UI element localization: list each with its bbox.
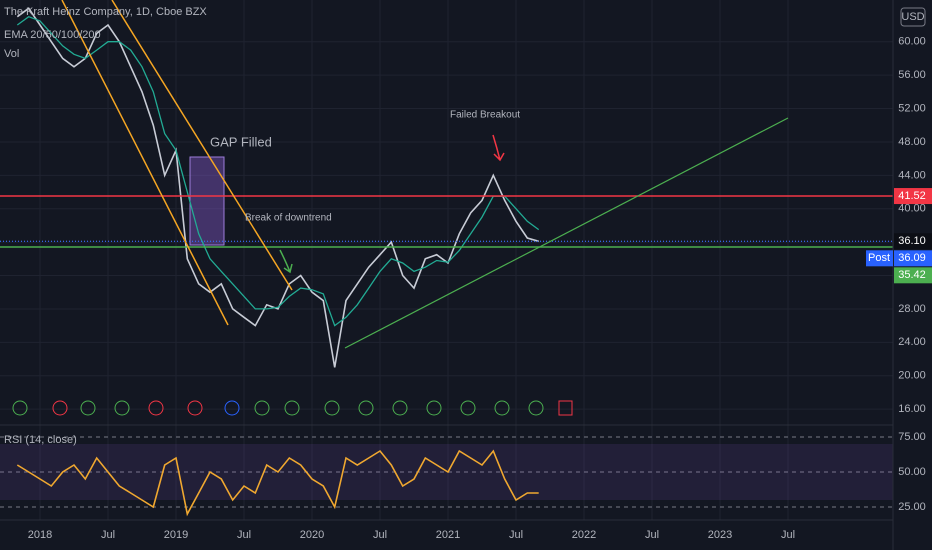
x-tick-label: 2021 <box>436 529 460 541</box>
event-icon <box>324 400 340 416</box>
y-tick-label: 56.00 <box>898 69 926 81</box>
event-icon <box>426 400 442 416</box>
price-label: 35.42 <box>898 269 926 281</box>
session-label: Post <box>868 252 890 264</box>
event-icon <box>528 400 544 416</box>
events <box>12 400 573 416</box>
arrow <box>492 134 505 162</box>
x-tick-label: Jul <box>781 529 795 541</box>
price-label-bg <box>894 233 932 250</box>
annotation: GAP Filled <box>210 134 272 149</box>
indicator-legend: EMA 20/50/100/200 <box>4 29 101 41</box>
event-icon <box>148 400 164 416</box>
y-tick-label: 24.00 <box>898 336 926 348</box>
rsi-legend: RSI (14, close) <box>4 434 77 446</box>
y-tick-label: 16.00 <box>898 403 926 415</box>
drawings <box>61 0 789 349</box>
grid <box>0 0 893 520</box>
y-tick-label: 28.00 <box>898 303 926 315</box>
y-tick-label: 50.00 <box>898 466 926 478</box>
event-icon <box>460 400 476 416</box>
price-label-bg <box>894 250 932 267</box>
volume-legend: Vol <box>4 48 19 60</box>
y-tick-label: 44.00 <box>898 169 926 181</box>
event-icon <box>392 400 408 416</box>
price-label-bg <box>894 267 932 284</box>
series-line <box>16 449 539 517</box>
x-tick-label: 2023 <box>708 529 732 541</box>
price-label: 41.52 <box>898 190 926 202</box>
symbol-title: The Kraft Heinz Company, 1D, Cboe BZX <box>4 6 207 18</box>
trend-line <box>344 117 789 349</box>
event-icon <box>284 400 300 416</box>
y-tick-label: 25.00 <box>898 501 926 513</box>
price-label: 36.10 <box>898 235 926 247</box>
event-icon <box>12 400 28 416</box>
event-icon <box>224 400 240 416</box>
x-tick-label: Jul <box>237 529 251 541</box>
event-icon <box>254 400 270 416</box>
event-icon <box>558 400 573 416</box>
event-icon <box>52 400 68 416</box>
x-tick-label: Jul <box>509 529 523 541</box>
currency[interactable]: USD <box>901 11 924 23</box>
plot <box>0 7 893 517</box>
x-tick-label: Jul <box>645 529 659 541</box>
event-icon <box>187 400 203 416</box>
gap-zone <box>189 156 225 246</box>
y-tick-label: 60.00 <box>898 36 926 48</box>
annotation: Failed Breakout <box>450 110 520 121</box>
y-tick-label: 40.00 <box>898 203 926 215</box>
y-tick-label: 48.00 <box>898 136 926 148</box>
price-axis: 16.0020.0024.0028.0032.0036.0040.0044.00… <box>28 36 932 541</box>
currency-box[interactable] <box>900 7 926 27</box>
x-tick-label: Jul <box>101 529 115 541</box>
x-tick-label: 2020 <box>300 529 324 541</box>
series-line <box>16 7 539 368</box>
y-tick-label: 20.00 <box>898 370 926 382</box>
annotation: Break of downtrend <box>245 213 332 224</box>
x-tick-label: Jul <box>373 529 387 541</box>
y-tick-label: 75.00 <box>898 431 926 443</box>
x-tick-label: 2019 <box>164 529 188 541</box>
event-icon <box>494 400 510 416</box>
price-label: 36.09 <box>898 252 926 264</box>
x-tick-label: 2022 <box>572 529 596 541</box>
event-icon <box>114 400 130 416</box>
y-tick-label: 52.00 <box>898 102 926 114</box>
x-tick-label: 2018 <box>28 529 52 541</box>
event-icon <box>358 400 374 416</box>
channel-line <box>111 0 293 291</box>
channel-line <box>61 0 229 326</box>
series-line <box>16 15 540 327</box>
event-icon <box>80 400 96 416</box>
arrow <box>279 249 293 274</box>
session-badge[interactable] <box>866 250 893 267</box>
price-label-bg <box>894 188 932 205</box>
